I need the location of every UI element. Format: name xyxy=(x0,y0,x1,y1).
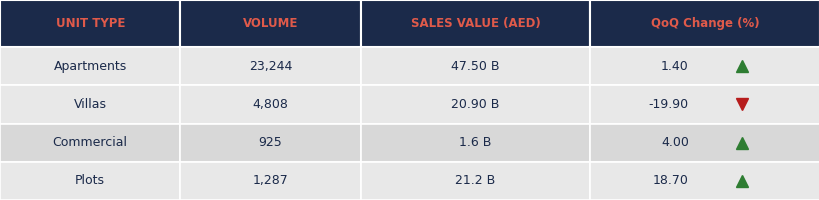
Text: SALES VALUE (AED): SALES VALUE (AED) xyxy=(410,17,540,30)
Text: UNIT TYPE: UNIT TYPE xyxy=(56,17,124,30)
Bar xyxy=(180,123,360,162)
Bar xyxy=(0,162,180,200)
Text: 21.2 B: 21.2 B xyxy=(455,174,495,187)
Bar xyxy=(360,162,590,200)
Text: -19.90: -19.90 xyxy=(648,98,688,111)
Text: QoQ Change (%): QoQ Change (%) xyxy=(650,17,758,30)
Text: 4.00: 4.00 xyxy=(660,136,688,149)
Bar xyxy=(360,0,590,47)
Bar xyxy=(590,47,819,85)
Text: 20.90 B: 20.90 B xyxy=(451,98,499,111)
Text: Plots: Plots xyxy=(75,174,105,187)
Text: 4,808: 4,808 xyxy=(252,98,288,111)
Text: 47.50 B: 47.50 B xyxy=(450,60,500,73)
Text: VOLUME: VOLUME xyxy=(242,17,298,30)
Text: Commercial: Commercial xyxy=(52,136,128,149)
Bar xyxy=(0,0,180,47)
Text: Apartments: Apartments xyxy=(53,60,127,73)
Bar xyxy=(590,123,819,162)
Bar xyxy=(0,123,180,162)
Bar xyxy=(360,47,590,85)
Text: 1.6 B: 1.6 B xyxy=(459,136,491,149)
Bar xyxy=(180,47,360,85)
Bar xyxy=(0,47,180,85)
Bar xyxy=(590,0,819,47)
Text: 1.40: 1.40 xyxy=(660,60,688,73)
Bar xyxy=(590,85,819,123)
Text: 1,287: 1,287 xyxy=(252,174,288,187)
Text: Villas: Villas xyxy=(74,98,106,111)
Bar xyxy=(180,0,360,47)
Bar xyxy=(180,162,360,200)
Text: 18.70: 18.70 xyxy=(652,174,688,187)
Bar xyxy=(360,85,590,123)
Text: 925: 925 xyxy=(259,136,282,149)
Bar xyxy=(590,162,819,200)
Bar xyxy=(0,85,180,123)
Bar xyxy=(180,85,360,123)
Bar xyxy=(360,123,590,162)
Text: 23,244: 23,244 xyxy=(249,60,292,73)
